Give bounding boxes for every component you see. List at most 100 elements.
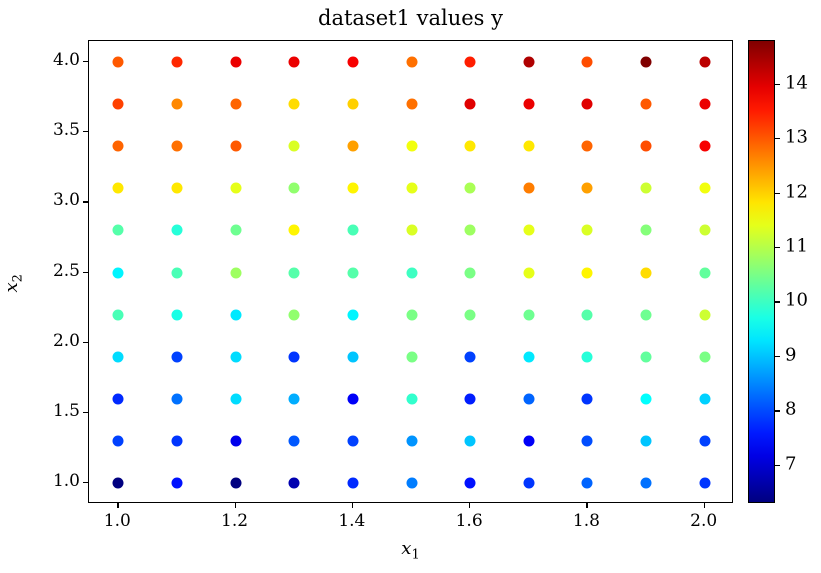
y-axis-tick-label: 2.5 [52, 260, 80, 281]
scatter-point [640, 267, 652, 278]
y-axis-tick-label: 4.0 [52, 50, 80, 71]
scatter-point [581, 435, 593, 447]
scatter-point [288, 140, 300, 152]
scatter-point [406, 393, 417, 405]
scatter-point [406, 182, 417, 194]
scatter-point [699, 224, 711, 236]
scatter-point [699, 56, 711, 68]
scatter-point [640, 140, 652, 152]
scatter-point [699, 351, 711, 363]
scatter-point [112, 56, 124, 68]
colorbar [748, 40, 775, 503]
scatter-point [581, 477, 593, 489]
scatter-point [464, 98, 476, 110]
colorbar-tick-label: 12 [785, 180, 808, 202]
scatter-point [171, 56, 183, 68]
scatter-point [523, 477, 535, 489]
y-axis-tick [83, 271, 88, 273]
scatter-point [699, 182, 711, 194]
scatter-point [171, 267, 183, 278]
y-axis-tick-label: 1.5 [52, 400, 80, 421]
scatter-point [464, 140, 476, 152]
x-axis-tick [469, 503, 471, 508]
scatter-point [171, 309, 183, 321]
scatter-point [288, 56, 300, 68]
scatter-point [230, 140, 242, 152]
y-axis-tick-label: 1.0 [52, 470, 80, 491]
scatter-point [230, 182, 242, 194]
scatter-point [640, 98, 652, 110]
colorbar-tick-label: 11 [785, 235, 808, 257]
scatter-point [523, 182, 535, 194]
scatter-point [640, 182, 652, 194]
scatter-point [230, 267, 242, 278]
scatter-point [464, 224, 476, 236]
scatter-point [112, 267, 124, 278]
scatter-point [347, 267, 359, 278]
y-axis-tick-label: 3.0 [52, 190, 80, 211]
y-axis-tick [83, 481, 88, 484]
scatter-point [288, 309, 300, 321]
scatter-point [581, 309, 593, 321]
scatter-point [171, 98, 183, 110]
scatter-point [288, 477, 300, 489]
x-axis-tick-label: 1.8 [572, 511, 600, 531]
colorbar-tick-label: 8 [785, 398, 797, 420]
x-axis-label-base: x [401, 538, 412, 559]
colorbar-tick [775, 410, 780, 412]
scatter-point [171, 182, 183, 194]
scatter-point [288, 267, 300, 278]
scatter-point [640, 393, 652, 405]
scatter-point [581, 140, 593, 152]
scatter-point [230, 224, 242, 236]
scatter-point [464, 309, 476, 321]
scatter-point [171, 477, 183, 489]
scatter-point [640, 351, 652, 363]
scatter-point [699, 140, 711, 152]
y-axis-tick-label: 3.5 [52, 120, 80, 141]
scatter-point [464, 435, 476, 447]
scatter-point [171, 435, 183, 447]
colorbar-tick [775, 355, 780, 358]
scatter-point [347, 56, 359, 68]
scatter-point [581, 182, 593, 194]
scatter-point [523, 140, 535, 152]
scatter-point [288, 224, 300, 236]
y-axis-tick-label: 2.0 [52, 330, 80, 351]
scatter-point [230, 393, 242, 405]
x-axis-tick [117, 503, 119, 508]
scatter-point [406, 309, 417, 321]
scatter-point [464, 351, 476, 363]
scatter-point [464, 267, 476, 278]
x-axis-label-sub: 1 [411, 547, 420, 563]
scatter-point [523, 56, 535, 68]
scatter-point [464, 56, 476, 68]
scatter-point [347, 435, 359, 447]
scatter-point [699, 435, 711, 447]
scatter-point [347, 477, 359, 489]
scatter-point [406, 351, 417, 363]
scatter-point [171, 140, 183, 152]
scatter-point [523, 309, 535, 321]
scatter-point [523, 435, 535, 447]
scatter-point [581, 267, 593, 278]
colorbar-tick [775, 301, 780, 303]
y-axis-tick [83, 61, 88, 63]
x-axis-tick-label: 1.0 [103, 511, 131, 531]
colorbar-tick-label: 7 [785, 453, 797, 475]
x-axis-tick [586, 503, 588, 508]
y-axis-tick [83, 411, 88, 413]
scatter-point [112, 309, 124, 321]
scatter-point [288, 98, 300, 110]
scatter-point [230, 435, 242, 447]
colorbar-tick-label: 13 [785, 126, 808, 148]
x-axis-tick [351, 503, 354, 508]
scatter-point [230, 351, 242, 363]
y-axis-tick [83, 201, 88, 203]
scatter-point [581, 351, 593, 363]
y-axis-tick [83, 341, 88, 343]
scatter-point [464, 393, 476, 405]
scatter-point [112, 224, 124, 236]
scatter-point [288, 351, 300, 363]
